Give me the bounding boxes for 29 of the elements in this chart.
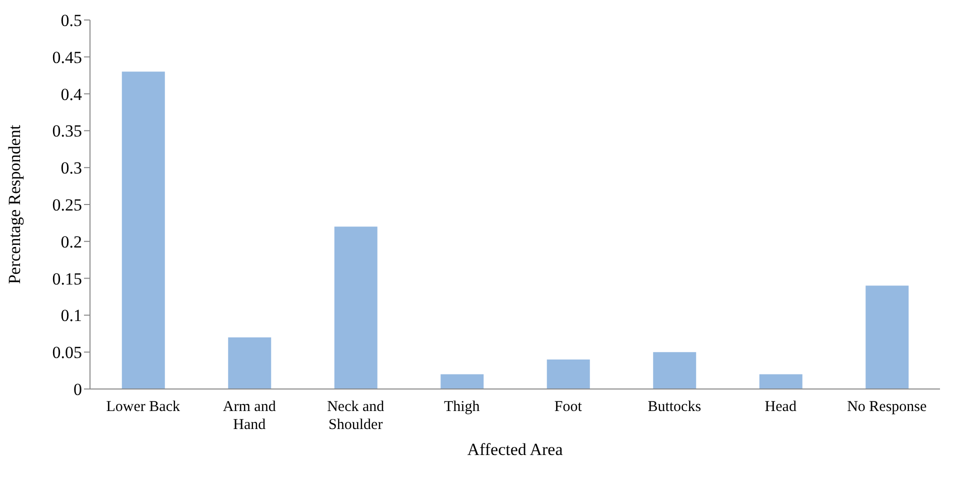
x-tick-label: Arm and Hand	[222, 399, 276, 433]
y-tick-label: 0.05	[52, 343, 82, 362]
x-tick-label: Thigh	[444, 399, 480, 415]
x-axis-title: Affected Area	[467, 440, 564, 459]
x-tick-label: No Response	[847, 399, 928, 415]
y-tick-label: 0	[74, 380, 82, 400]
bar	[546, 359, 590, 389]
bar	[440, 374, 484, 389]
y-tick-label: 0.35	[52, 122, 82, 141]
bar	[866, 286, 909, 389]
bar	[759, 374, 802, 389]
bar	[334, 226, 378, 389]
y-tick-label: 0.3	[60, 158, 82, 178]
y-axis-title: Percentage Respondent	[5, 124, 24, 284]
x-tick-label: Neck and Shoulder	[327, 399, 385, 433]
y-tick-label: 0.25	[52, 196, 82, 215]
y-tick-label: 0.5	[60, 11, 82, 30]
bar	[122, 72, 165, 389]
x-tick-label: Head	[764, 399, 797, 415]
x-tick-label: Lower Back	[106, 399, 180, 415]
y-tick-label: 0.15	[52, 269, 82, 288]
y-tick-label: 0.1	[60, 306, 82, 326]
bar	[653, 352, 696, 389]
y-tick-label: 0.2	[60, 232, 82, 252]
x-tick-label: Buttocks	[648, 399, 702, 415]
y-tick-label: 0.4	[60, 84, 82, 104]
bar	[228, 337, 272, 389]
y-tick-label: 0.45	[52, 48, 82, 67]
x-tick-label: Foot	[554, 399, 583, 415]
